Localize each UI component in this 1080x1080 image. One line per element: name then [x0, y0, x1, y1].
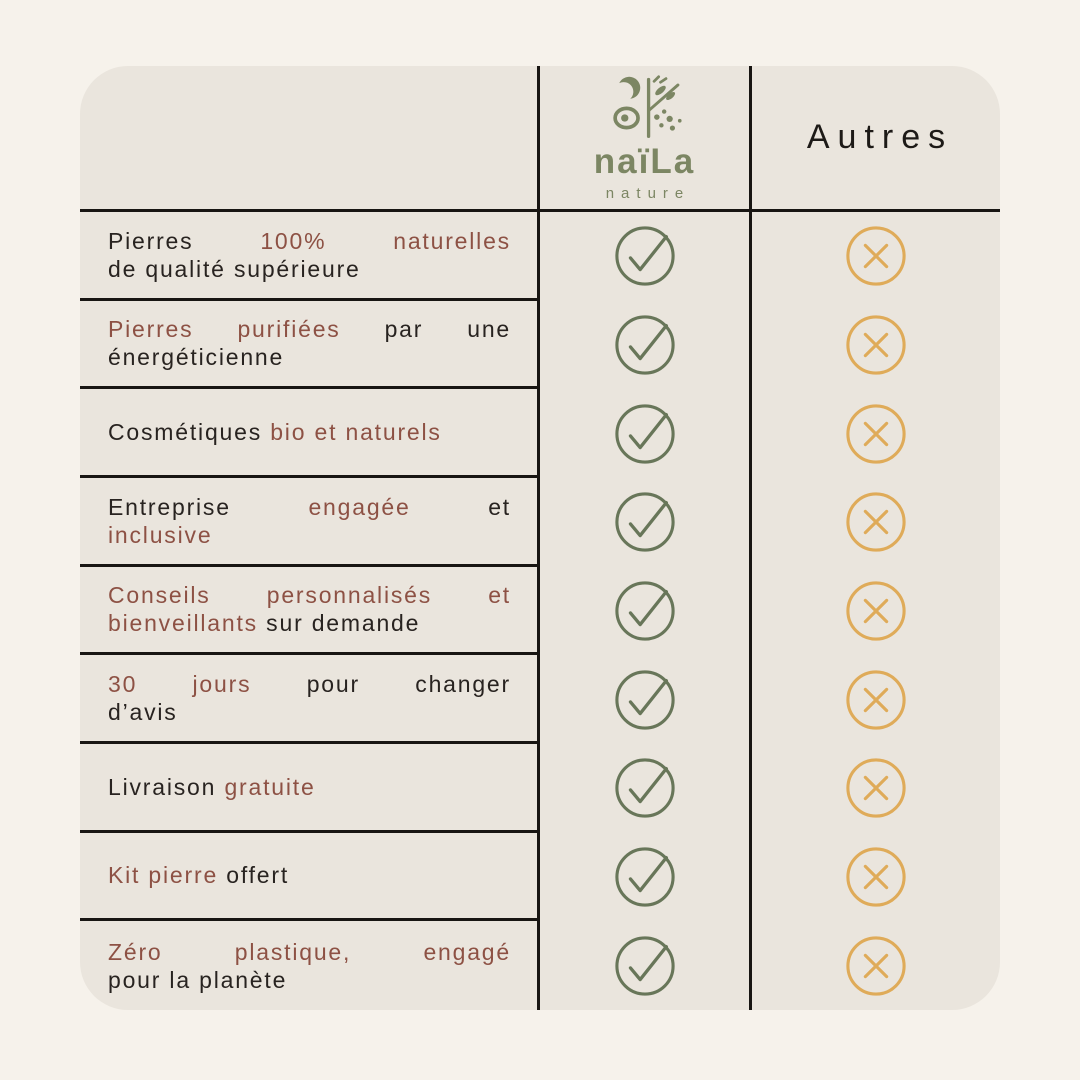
- feature-text: Livraison gratuite: [108, 773, 316, 800]
- header-empty-cell: [80, 66, 540, 212]
- naila-value-cell: [540, 566, 752, 656]
- feature-cell: Pierres 100% naturelles de qualité supéri…: [80, 212, 540, 301]
- leaf-icon: [655, 85, 667, 95]
- feature-cell: Cosmétiques bio et naturels: [80, 389, 540, 478]
- naila-value-cell: [540, 389, 752, 478]
- naila-value-cell: [540, 921, 752, 1010]
- feature-cell: Livraison gratuite: [80, 743, 540, 833]
- feature-text: 30 jours pour changer d’avis: [108, 671, 511, 726]
- eye-icon: [613, 106, 641, 129]
- check-circle-icon: [614, 315, 675, 375]
- check-circle-icon: [614, 758, 675, 818]
- feature-text: Kit pierre offert: [108, 862, 290, 889]
- naila-value-cell: [540, 743, 752, 833]
- naila-value-cell: [540, 832, 752, 922]
- feature-text: Cosmétiques bio et naturels: [108, 419, 442, 446]
- autres-value-cell: [752, 833, 1000, 922]
- check-circle-icon: [614, 226, 675, 286]
- cross-circle-icon: [846, 492, 906, 552]
- check-circle-icon: [614, 936, 675, 996]
- autres-value-cell: [752, 212, 1000, 301]
- cross-circle-icon: [846, 847, 906, 907]
- competitor-header-cell: Autres: [752, 66, 1000, 212]
- cross-circle-icon: [846, 581, 906, 641]
- cross-circle-icon: [846, 936, 906, 996]
- autres-value-cell: [752, 744, 1000, 833]
- leaf-icon: [666, 91, 676, 100]
- naila-value-cell: [540, 655, 752, 744]
- autres-value-cell: [752, 921, 1000, 1010]
- feature-cell: 30 jours pour changer d’avis: [80, 655, 540, 744]
- check-circle-icon: [614, 492, 675, 552]
- feature-cell: Conseils personnalisés et bienveillants s…: [80, 566, 540, 656]
- check-circle-icon: [614, 581, 675, 641]
- brand-header-cell: naïLa nature: [540, 66, 752, 212]
- autres-value-cell: [752, 478, 1000, 567]
- feature-text: Entreprise engagée et inclusive: [108, 493, 511, 548]
- feature-text: Pierres purifiées par une énergéticienne: [108, 316, 512, 371]
- naila-logo-icon: [613, 74, 683, 138]
- moon-icon: [619, 76, 641, 99]
- brand-logo: naïLa nature: [594, 74, 695, 202]
- cross-circle-icon: [846, 758, 906, 818]
- berry-dot-icon: [654, 113, 661, 120]
- check-circle-icon: [614, 670, 675, 730]
- cross-circle-icon: [846, 404, 906, 464]
- cross-circle-icon: [846, 315, 906, 375]
- check-circle-icon: [614, 404, 675, 464]
- competitor-label: Autres: [806, 118, 954, 156]
- autres-value-cell: [752, 301, 1000, 390]
- comparison-table: naïLa nature Autres Pierres 100% naturel…: [80, 66, 1000, 1010]
- feature-cell: Kit pierre offert: [80, 832, 540, 922]
- brand-name: naïLa: [593, 141, 696, 181]
- check-circle-icon: [614, 847, 675, 907]
- autres-value-cell: [752, 389, 1000, 478]
- feature-text: Zéro plastique, engagé pour la planète: [108, 938, 511, 993]
- naila-value-cell: [540, 477, 752, 567]
- naila-value-cell: [540, 212, 752, 301]
- feature-cell: Zéro plastique, engagé pour la planète: [80, 921, 540, 1010]
- cross-circle-icon: [846, 226, 906, 286]
- feature-cell: Pierres purifiées par une énergéticienne: [80, 300, 540, 390]
- autres-value-cell: [752, 655, 1000, 744]
- autres-value-cell: [752, 567, 1000, 656]
- feature-cell: Entreprise engagée et inclusive: [80, 477, 540, 567]
- feature-text: Conseils personnalisés et bienveillants s…: [108, 582, 511, 637]
- branch-icon: [647, 83, 680, 112]
- cross-circle-icon: [846, 670, 906, 730]
- brand-tagline: nature: [605, 184, 691, 202]
- feature-text: Pierres 100% naturelles de qualité supéri…: [108, 227, 511, 282]
- naila-value-cell: [540, 300, 752, 390]
